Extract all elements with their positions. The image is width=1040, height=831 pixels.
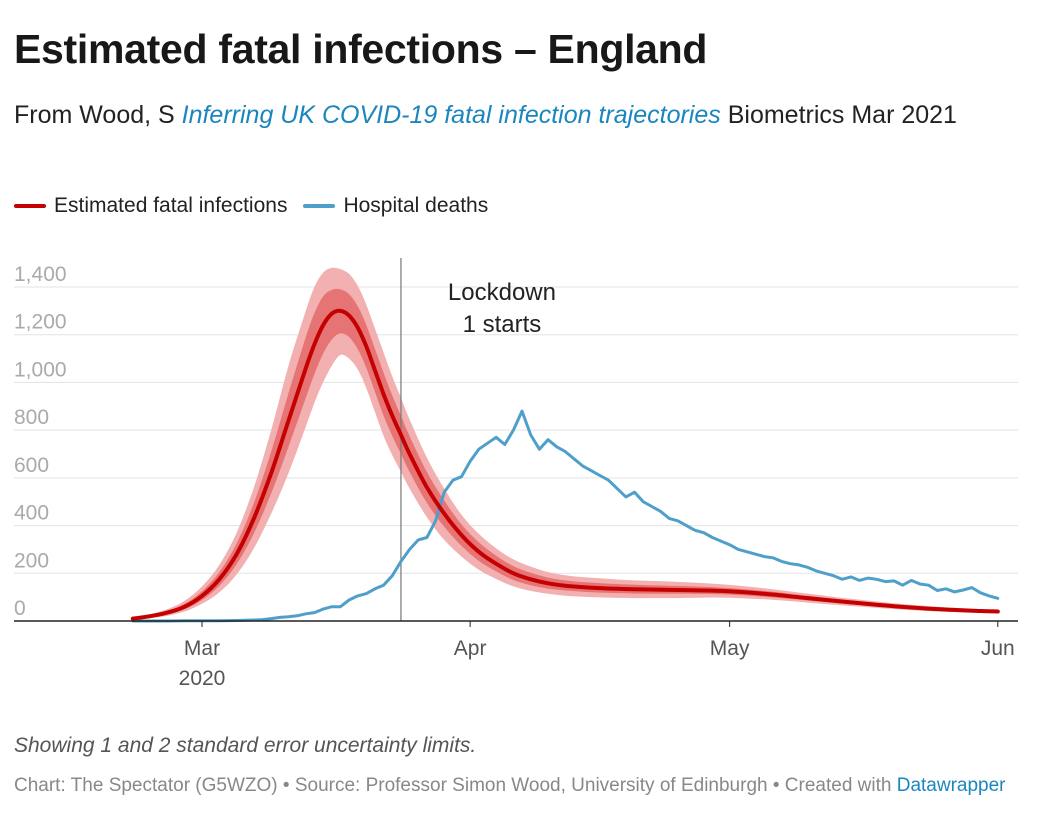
- y-tick-label: 800: [14, 406, 49, 429]
- y-tick-label: 400: [14, 502, 49, 525]
- y-tick-label: 0: [14, 597, 26, 620]
- chart-credit: Chart: The Spectator (G5WZO) • Source: P…: [14, 772, 1024, 799]
- datawrapper-link[interactable]: Datawrapper: [896, 775, 1006, 796]
- chart-subtitle: From Wood, S Inferring UK COVID-19 fatal…: [14, 98, 1014, 132]
- uncertainty-band-2se: [132, 267, 998, 620]
- y-tick-label: 200: [14, 549, 49, 572]
- lockdown-annotation-line1: Lockdown: [448, 279, 556, 306]
- legend-label-hospital-deaths: Hospital deaths: [343, 194, 489, 217]
- credit-text: Chart: The Spectator (G5WZO) • Source: P…: [14, 775, 897, 796]
- uncertainty-band-1se: [132, 288, 998, 620]
- y-tick-label: 1,400: [14, 263, 67, 286]
- subtitle-journal: Biometrics Mar 2021: [720, 101, 957, 129]
- legend-swatch-hospital-deaths: [303, 204, 336, 208]
- uncertainty-note: Showing 1 and 2 standard error uncertain…: [14, 734, 477, 757]
- x-tick-sublabel: 2020: [179, 667, 226, 690]
- y-tick-label: 1,000: [14, 358, 67, 381]
- y-tick-label: 600: [14, 454, 49, 477]
- x-tick-label: Mar: [184, 637, 220, 660]
- chart-title: Estimated fatal infections – England: [14, 26, 708, 72]
- series-line-fatal-infections: [130, 308, 1000, 621]
- lockdown-annotation-line2: 1 starts: [463, 311, 542, 338]
- line-chart: Lockdown 1 starts 0 200 400 600 800 1,000 1,200…: [14, 258, 1018, 690]
- legend-label-fatal-infections: Estimated fatal infections: [54, 194, 288, 217]
- subtitle-author: From Wood, S: [14, 101, 182, 129]
- x-tick-label: May: [710, 637, 750, 660]
- paper-link[interactable]: Inferring UK COVID-19 fatal infection tr…: [181, 101, 721, 129]
- series-line-hospital-deaths: [131, 409, 1000, 623]
- x-tick-label: Apr: [454, 637, 487, 660]
- x-tick-label: Jun: [981, 637, 1015, 660]
- legend-item-hospital-deaths: Hospital deaths: [303, 194, 488, 218]
- legend: Estimated fatal infections Hospital deat…: [14, 194, 504, 218]
- y-tick-label: 1,200: [14, 311, 67, 334]
- legend-swatch-fatal-infections: [14, 204, 46, 208]
- legend-item-fatal-infections: Estimated fatal infections: [14, 194, 287, 218]
